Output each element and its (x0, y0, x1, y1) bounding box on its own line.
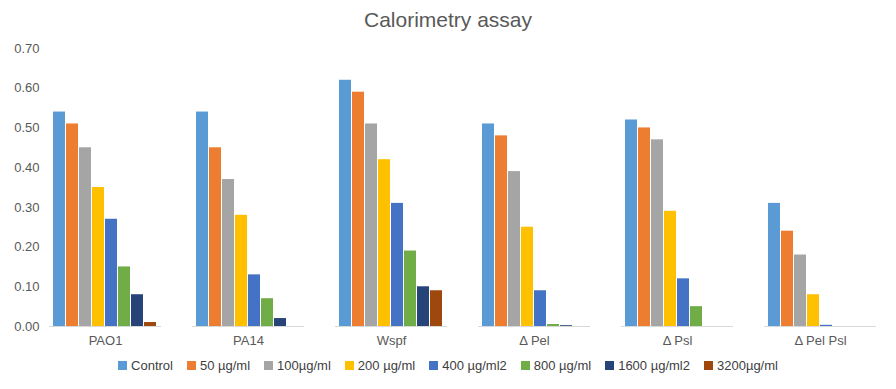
html-text:Control: Control (131, 358, 173, 373)
svg-text:0.20: 0.20 (14, 239, 39, 254)
html-text:1600 µg/ml2: 1600 µg/ml2 (618, 358, 690, 373)
svg-text:PAO1: PAO1 (89, 333, 123, 348)
svg-text:Δ Pel Psl: Δ Pel Psl (794, 333, 846, 348)
svg-text:0.10: 0.10 (14, 279, 39, 294)
html-text:Calorimetry assay: Calorimetry assay (364, 8, 532, 31)
html-text:100µg/ml: 100µg/ml (277, 358, 331, 373)
svg-text:PA14: PA14 (233, 333, 264, 348)
html-text:400 µg/ml2: 400 µg/ml2 (442, 358, 507, 373)
html-text:200 µg/ml: 200 µg/ml (357, 358, 416, 373)
html-text:800 µg/ml: 800 µg/ml (533, 358, 592, 373)
svg-text:0.50: 0.50 (14, 120, 39, 135)
html-text:50 µg/ml: 50 µg/ml (200, 358, 251, 373)
svg-text:0.60: 0.60 (14, 80, 39, 95)
svg-text:0.30: 0.30 (14, 200, 39, 215)
svg-text:0.40: 0.40 (14, 160, 39, 175)
svg-text:Δ Psl: Δ Psl (663, 333, 693, 348)
svg-text:0.70: 0.70 (14, 41, 39, 56)
html-text:3200µg/ml: 3200µg/ml (717, 358, 778, 373)
svg-text:Wspf: Wspf (377, 333, 407, 348)
svg-text:0.00: 0.00 (14, 319, 39, 334)
svg-text:Δ Pel: Δ Pel (519, 333, 549, 348)
